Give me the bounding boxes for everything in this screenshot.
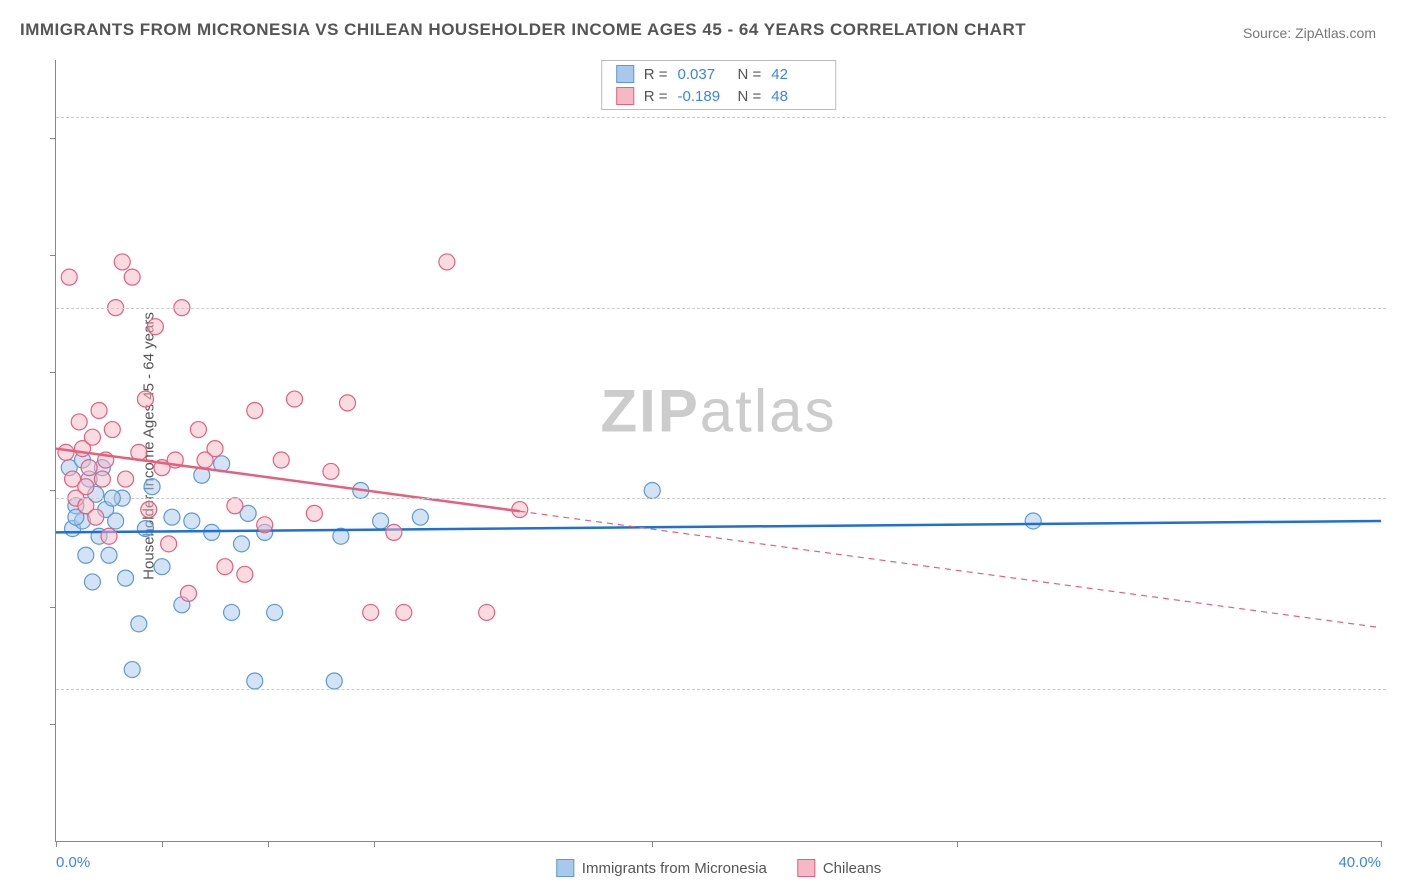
scatter-point xyxy=(61,269,77,285)
scatter-point xyxy=(227,498,243,514)
scatter-point xyxy=(154,559,170,575)
scatter-point xyxy=(340,395,356,411)
scatter-point xyxy=(131,616,147,632)
scatter-point xyxy=(71,414,87,430)
y-tick-label: $50,000 xyxy=(1391,680,1406,697)
scatter-point xyxy=(81,460,97,476)
scatter-point xyxy=(161,536,177,552)
chart-plot-area: ZIPatlas R = 0.037 N = 42 R = -0.189 N =… xyxy=(55,60,1381,842)
legend-row-series2: R = -0.189 N = 48 xyxy=(602,85,836,107)
scatter-point xyxy=(184,513,200,529)
legend-item-2: Chileans xyxy=(797,859,881,877)
swatch-icon xyxy=(616,87,634,105)
trend-line-extrapolated xyxy=(520,511,1381,627)
scatter-point xyxy=(224,604,240,620)
n-value-1: 42 xyxy=(771,66,821,83)
scatter-point xyxy=(479,604,495,620)
scatter-point xyxy=(439,254,455,270)
scatter-point xyxy=(124,662,140,678)
scatter-point xyxy=(84,574,100,590)
scatter-point xyxy=(78,547,94,563)
scatter-point xyxy=(363,604,379,620)
x-tick-label: 0.0% xyxy=(56,854,90,871)
scatter-plot xyxy=(56,60,1381,841)
scatter-point xyxy=(118,471,134,487)
n-value-2: 48 xyxy=(771,88,821,105)
scatter-point xyxy=(267,604,283,620)
scatter-point xyxy=(373,513,389,529)
series-legend: Immigrants from Micronesia Chileans xyxy=(556,859,881,877)
source-label: Source: ZipAtlas.com xyxy=(1243,25,1376,41)
swatch-icon xyxy=(616,65,634,83)
scatter-point xyxy=(124,269,140,285)
scatter-point xyxy=(141,502,157,518)
scatter-point xyxy=(644,483,660,499)
swatch-icon xyxy=(556,859,574,877)
y-tick-label: $100,000 xyxy=(1391,490,1406,507)
trend-line xyxy=(56,521,1381,532)
scatter-point xyxy=(217,559,233,575)
scatter-point xyxy=(386,524,402,540)
scatter-point xyxy=(273,452,289,468)
scatter-point xyxy=(137,391,153,407)
y-tick-label: $200,000 xyxy=(1391,109,1406,126)
scatter-point xyxy=(190,422,206,438)
y-tick-label: $150,000 xyxy=(1391,299,1406,316)
scatter-point xyxy=(91,402,107,418)
scatter-point xyxy=(237,566,253,582)
scatter-point xyxy=(88,509,104,525)
chart-title: IMMIGRANTS FROM MICRONESIA VS CHILEAN HO… xyxy=(20,20,1026,40)
scatter-point xyxy=(164,509,180,525)
scatter-point xyxy=(101,528,117,544)
scatter-point xyxy=(247,673,263,689)
scatter-point xyxy=(287,391,303,407)
scatter-point xyxy=(147,319,163,335)
scatter-point xyxy=(306,505,322,521)
r-value-1: 0.037 xyxy=(678,66,728,83)
scatter-point xyxy=(137,521,153,537)
scatter-point xyxy=(396,604,412,620)
scatter-point xyxy=(257,517,273,533)
scatter-point xyxy=(1025,513,1041,529)
scatter-point xyxy=(84,429,100,445)
scatter-point xyxy=(412,509,428,525)
scatter-point xyxy=(114,254,130,270)
scatter-point xyxy=(94,471,110,487)
scatter-point xyxy=(204,524,220,540)
legend-row-series1: R = 0.037 N = 42 xyxy=(602,63,836,85)
scatter-point xyxy=(78,479,94,495)
scatter-point xyxy=(234,536,250,552)
scatter-point xyxy=(207,441,223,457)
swatch-icon xyxy=(797,859,815,877)
x-tick-label: 40.0% xyxy=(1338,854,1381,871)
legend-item-1: Immigrants from Micronesia xyxy=(556,859,767,877)
r-value-2: -0.189 xyxy=(678,88,728,105)
scatter-point xyxy=(144,479,160,495)
scatter-point xyxy=(323,463,339,479)
scatter-point xyxy=(326,673,342,689)
scatter-point xyxy=(104,422,120,438)
scatter-point xyxy=(247,402,263,418)
scatter-point xyxy=(118,570,134,586)
scatter-point xyxy=(101,547,117,563)
correlation-legend: R = 0.037 N = 42 R = -0.189 N = 48 xyxy=(601,60,837,110)
scatter-point xyxy=(108,513,124,529)
scatter-point xyxy=(58,444,74,460)
scatter-point xyxy=(181,585,197,601)
